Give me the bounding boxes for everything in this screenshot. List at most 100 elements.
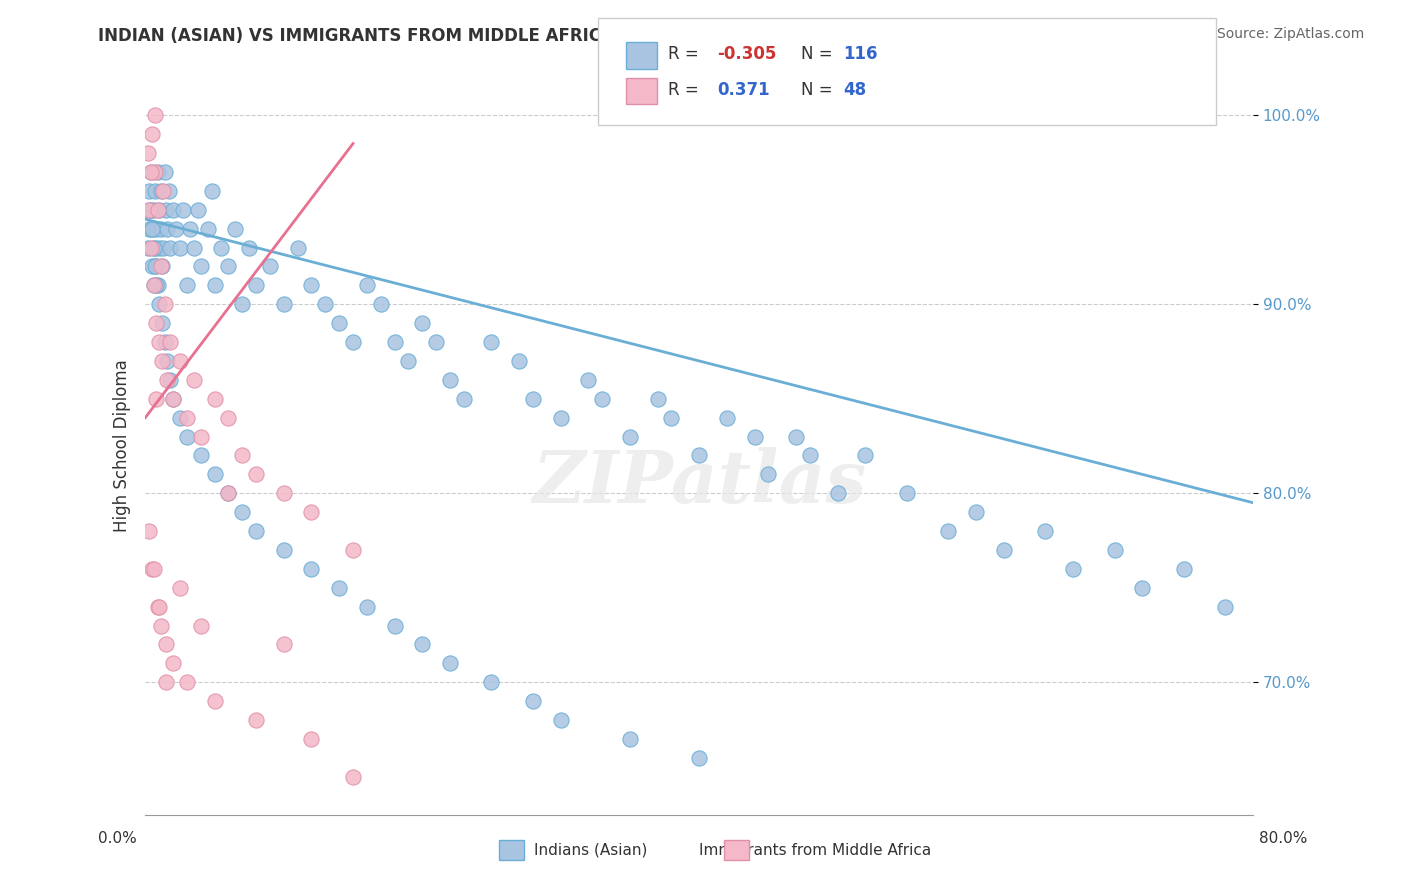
Point (238, 241, 260, 255)
Point (148, 334, 170, 349)
Point (148, 202, 170, 217)
Point (145, 260, 167, 274)
Point (169, 354, 191, 368)
Point (176, 278, 198, 293)
Point (301, 505, 323, 519)
Point (146, 202, 169, 217)
Point (141, 127, 163, 141)
Point (217, 486, 239, 500)
Point (481, 675, 503, 690)
Text: N =: N = (801, 81, 832, 99)
Point (155, 202, 177, 217)
Point (201, 184, 224, 198)
Point (716, 410, 738, 425)
Point (165, 221, 187, 235)
Point (453, 392, 475, 406)
Point (142, 278, 165, 293)
Point (384, 334, 406, 349)
Point (139, 202, 162, 217)
Point (259, 260, 281, 274)
Point (217, 486, 239, 500)
Point (153, 334, 176, 349)
Point (217, 260, 239, 274)
Point (231, 505, 253, 519)
Point (159, 334, 181, 349)
Point (522, 694, 544, 708)
Point (143, 241, 166, 255)
Point (314, 297, 336, 311)
Point (245, 713, 267, 727)
Point (328, 581, 350, 595)
Point (169, 410, 191, 425)
Point (149, 221, 172, 235)
Point (159, 373, 181, 387)
Point (1104, 543, 1126, 558)
Point (1130, 581, 1153, 595)
Point (619, 429, 641, 443)
Point (273, 486, 295, 500)
Point (231, 449, 253, 463)
Point (145, 392, 167, 406)
Point (661, 410, 683, 425)
Point (744, 429, 766, 443)
Point (619, 731, 641, 746)
Point (150, 354, 173, 368)
Point (183, 241, 205, 255)
Point (145, 316, 167, 330)
Point (273, 637, 295, 651)
Point (149, 618, 172, 632)
Text: R =: R = (668, 81, 699, 99)
Point (146, 278, 169, 293)
Point (138, 184, 160, 198)
Text: 116: 116 (844, 45, 879, 63)
Point (143, 165, 166, 179)
Point (190, 618, 212, 632)
Point (356, 599, 378, 614)
Point (231, 297, 253, 311)
Point (273, 297, 295, 311)
Point (896, 486, 918, 500)
Text: R =: R = (668, 45, 699, 63)
Point (155, 637, 177, 651)
Point (142, 562, 165, 576)
Point (273, 543, 295, 558)
Point (965, 505, 987, 519)
Point (162, 657, 184, 671)
Point (370, 297, 392, 311)
Point (411, 637, 433, 651)
Point (342, 770, 364, 784)
Point (146, 165, 169, 179)
Text: Immigrants from Middle Africa: Immigrants from Middle Africa (699, 843, 932, 857)
Point (204, 467, 226, 482)
Point (162, 392, 184, 406)
Point (152, 184, 174, 198)
Y-axis label: High School Diploma: High School Diploma (114, 359, 131, 533)
Point (425, 334, 447, 349)
Point (141, 562, 163, 576)
Point (183, 373, 205, 387)
Point (142, 278, 165, 293)
Point (156, 221, 179, 235)
Text: ZIPatlas: ZIPatlas (531, 448, 866, 518)
Point (576, 373, 599, 387)
Point (148, 599, 170, 614)
Point (245, 467, 267, 482)
Point (287, 241, 309, 255)
Point (301, 278, 323, 293)
Point (141, 221, 163, 235)
Point (356, 278, 378, 293)
Point (138, 524, 160, 538)
Point (508, 354, 530, 368)
Point (148, 297, 170, 311)
Point (1033, 524, 1056, 538)
Point (384, 618, 406, 632)
Text: 48: 48 (844, 81, 866, 99)
Point (142, 241, 165, 255)
Point (149, 260, 172, 274)
Point (162, 392, 184, 406)
Point (688, 751, 710, 765)
Point (179, 221, 201, 235)
Point (550, 410, 572, 425)
Point (143, 184, 166, 198)
Point (176, 675, 198, 690)
